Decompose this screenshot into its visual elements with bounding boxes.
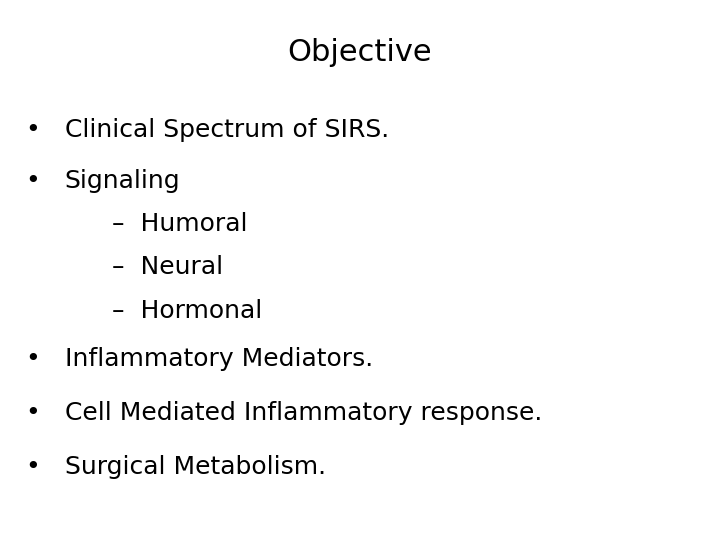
Text: Surgical Metabolism.: Surgical Metabolism. <box>65 455 326 479</box>
Text: –  Hormonal: – Hormonal <box>112 299 262 322</box>
Text: •: • <box>25 118 40 141</box>
Text: –  Humoral: – Humoral <box>112 212 247 236</box>
Text: Cell Mediated Inflammatory response.: Cell Mediated Inflammatory response. <box>65 401 542 425</box>
Text: –  Neural: – Neural <box>112 255 222 279</box>
Text: •: • <box>25 455 40 479</box>
Text: Signaling: Signaling <box>65 169 181 193</box>
Text: Inflammatory Mediators.: Inflammatory Mediators. <box>65 347 373 371</box>
Text: Clinical Spectrum of SIRS.: Clinical Spectrum of SIRS. <box>65 118 389 141</box>
Text: Objective: Objective <box>288 38 432 67</box>
Text: •: • <box>25 169 40 193</box>
Text: •: • <box>25 401 40 425</box>
Text: •: • <box>25 347 40 371</box>
